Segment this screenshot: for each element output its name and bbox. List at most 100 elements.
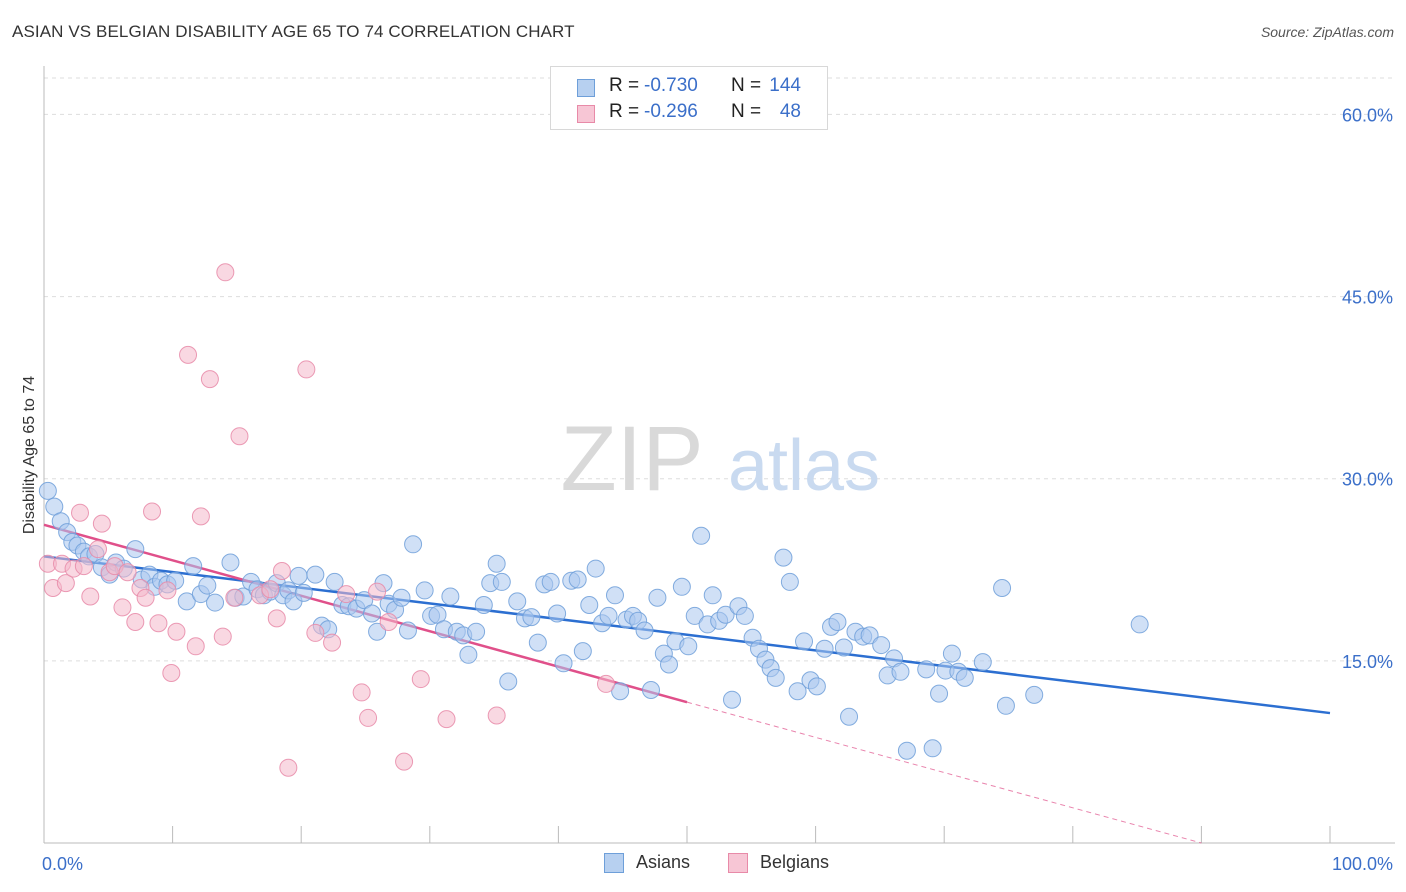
asian-point (441, 587, 460, 606)
asians-legend-swatch (604, 853, 624, 873)
asian-point (605, 586, 624, 605)
asian-point (703, 586, 722, 605)
belgian-point (216, 263, 235, 282)
belgian-point (186, 637, 205, 656)
asian-point (586, 559, 605, 578)
n-value-belgians: 48 (779, 101, 801, 122)
asian-point (930, 684, 949, 703)
asian-point (126, 540, 145, 559)
asian-point (648, 588, 667, 607)
legend-row-asians: R = -0.730 N = 144 (551, 75, 827, 101)
y-tick-label: 60.0% (1342, 105, 1393, 125)
asian-point (554, 654, 573, 673)
tick-labels: 15.0% 30.0% 45.0% 60.0% 0.0% 100.0% (42, 105, 1393, 874)
belgian-point (136, 588, 155, 607)
r-value-asians: -0.730 (644, 75, 698, 96)
asian-point (568, 570, 587, 589)
r-value-belgians: -0.296 (644, 101, 698, 122)
r-label: R = (609, 101, 640, 122)
belgian-point (323, 633, 342, 652)
belgian-point (297, 360, 316, 379)
belgian-point (337, 585, 356, 604)
belgian-trend-extension (686, 701, 1202, 844)
asian-point (942, 644, 961, 663)
belgian-point (89, 540, 108, 559)
belgian-point (56, 574, 75, 593)
asian-point (459, 645, 478, 664)
asian-point (828, 613, 847, 631)
x-tick-label-min: 0.0% (42, 854, 83, 874)
asian-point (993, 579, 1012, 597)
belgians-legend-label: Belgians (760, 852, 830, 872)
asian-point (860, 626, 879, 645)
asian-point (923, 739, 942, 758)
asian-point (766, 668, 785, 687)
belgian-point (225, 588, 244, 607)
belgian-point (71, 503, 90, 522)
asian-point (474, 596, 493, 614)
asian-point (392, 588, 411, 607)
asian-point (38, 481, 57, 500)
trend-lines (43, 523, 1331, 844)
asian-point (815, 639, 834, 658)
belgians-legend-swatch (728, 853, 748, 873)
belgian-point (74, 557, 93, 576)
belgian-point (411, 670, 430, 689)
asian-point (508, 592, 527, 611)
series-legend: Asians Belgians (0, 851, 1406, 875)
asian-point (467, 622, 486, 641)
asian-point (306, 565, 325, 584)
asian-point (522, 608, 541, 627)
asian-point (1130, 615, 1149, 634)
belgian-point (179, 345, 198, 364)
belgian-point (272, 562, 291, 580)
asian-point (917, 660, 936, 679)
asian-point (735, 606, 754, 625)
asian-point (289, 566, 308, 585)
asian-point (834, 638, 853, 657)
belgian-point (267, 609, 286, 628)
asian-point (206, 593, 225, 612)
asian-point (398, 621, 417, 640)
asian-point (872, 636, 891, 655)
watermark-atlas: atlas (728, 426, 880, 506)
chart-title: ASIAN VS BELGIAN DISABILITY AGE 65 TO 74… (12, 22, 575, 41)
belgian-point (487, 706, 506, 725)
belgian-point (359, 708, 378, 727)
grid-lines (44, 77, 1395, 662)
belgian-point (143, 502, 162, 521)
belgian-point (230, 427, 249, 446)
asian-point (221, 553, 240, 572)
asian-point (659, 655, 678, 674)
y-tick-label: 30.0% (1342, 470, 1393, 490)
asian-point (573, 642, 592, 661)
n-value-asians: 144 (769, 75, 801, 96)
asian-point (355, 591, 374, 610)
asian-point (492, 572, 511, 591)
belgian-point (149, 614, 168, 633)
asian-point (996, 696, 1015, 715)
belgian-point (118, 563, 137, 582)
belgian-point (379, 613, 398, 631)
asian-point (499, 672, 518, 691)
asian-point (548, 604, 567, 623)
asian-point (325, 572, 344, 591)
belgian-point (306, 623, 325, 642)
asian-point (780, 572, 799, 591)
asian-point (541, 572, 560, 591)
correlation-legend: R = -0.730 N = 144 R = -0.296 N = 48 (550, 66, 828, 130)
asian-point (795, 632, 814, 651)
watermark: ZIP atlas (560, 408, 880, 510)
belgian-point (395, 752, 414, 771)
belgian-point (213, 627, 232, 646)
asian-point (368, 622, 387, 641)
asian-point (528, 633, 547, 652)
belgian-point (167, 622, 186, 641)
belgian-point (200, 370, 219, 389)
asian-point (955, 668, 974, 687)
n-label: N = (731, 101, 762, 122)
asian-point (635, 621, 654, 640)
asian-point (774, 548, 793, 567)
belgian-point (437, 710, 456, 729)
